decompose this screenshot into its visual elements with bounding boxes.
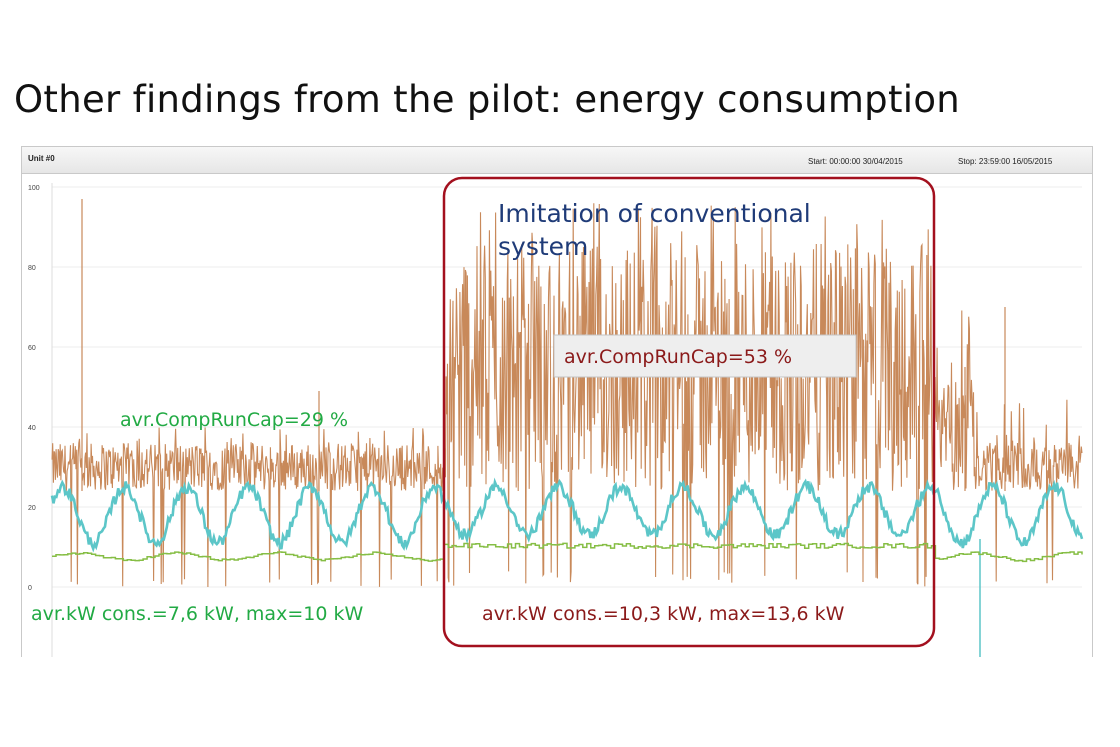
baseline-runcap-label: avr.CompRunCap=29 % <box>120 409 348 431</box>
start-time: Start: 00:00:00 30/04/2015 <box>808 157 903 166</box>
y-tick-label: 100 <box>28 185 40 192</box>
pilot-highlight-box <box>442 176 936 648</box>
panel-header: Unit #0 Start: 00:00:00 30/04/2015 Stop:… <box>22 147 1092 174</box>
energy-chart: 0 20 40 60 80 100 Imitation of conventional s… <box>28 176 1084 657</box>
pilot-runcap-box <box>553 334 857 378</box>
chart-panel: Unit #0 Start: 00:00:00 30/04/2015 Stop:… <box>21 146 1093 657</box>
y-tick-labels: 0 20 40 60 80 100 <box>28 185 40 592</box>
pilot-runcap-label: avr.CompRunCap=53 % <box>564 346 792 368</box>
stop-time: Stop: 23:59:00 16/05/2015 <box>958 157 1053 166</box>
y-tick-label: 20 <box>28 505 36 512</box>
y-tick-label: 0 <box>28 585 32 592</box>
unit-label: Unit #0 <box>28 154 55 163</box>
y-tick-label: 60 <box>28 345 36 352</box>
series-temperature <box>50 477 1084 553</box>
chart-grid <box>51 183 1082 657</box>
baseline-kw-label: avr.kW cons.=7,6 kW, max=10 kW <box>31 603 363 625</box>
y-tick-label: 40 <box>28 425 36 432</box>
series-power-kw <box>52 542 1083 563</box>
y-tick-label: 80 <box>28 265 36 272</box>
slide-title: Other findings from the pilot: energy co… <box>14 78 961 121</box>
imitation-label-line2: system <box>498 232 588 261</box>
imitation-label-line1: Imitation of conventional <box>498 199 811 228</box>
pilot-kw-label: avr.kW cons.=10,3 kW, max=13,6 kW <box>482 603 845 625</box>
